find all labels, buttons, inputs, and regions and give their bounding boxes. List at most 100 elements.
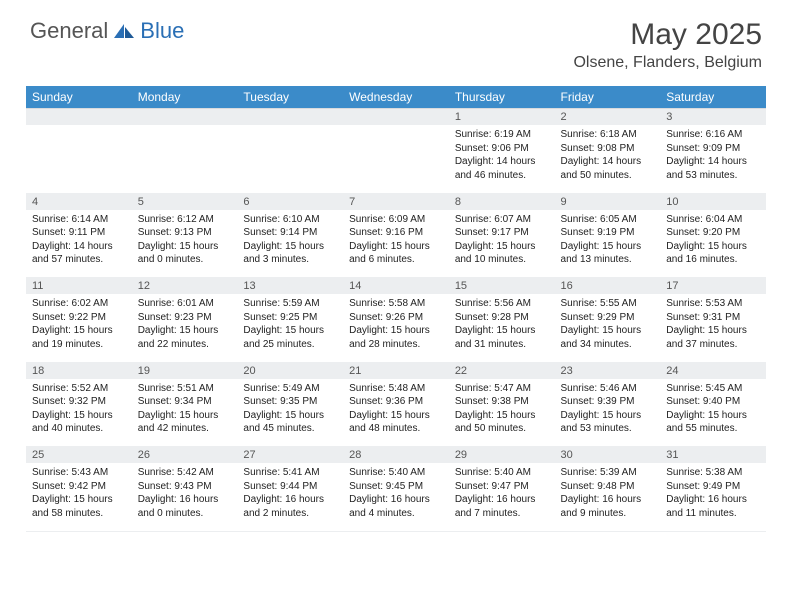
day-info-cell: Sunrise: 6:19 AMSunset: 9:06 PMDaylight:… bbox=[449, 125, 555, 193]
sunrise-line: Sunrise: 5:40 AM bbox=[349, 466, 443, 480]
sunset-line: Sunset: 9:49 PM bbox=[666, 480, 760, 494]
daylight-line: Daylight: 15 hours and 22 minutes. bbox=[138, 324, 232, 351]
sunrise-line: Sunrise: 6:07 AM bbox=[455, 213, 549, 227]
day-info-cell: Sunrise: 5:56 AMSunset: 9:28 PMDaylight:… bbox=[449, 294, 555, 362]
day-number-cell: 18 bbox=[26, 362, 132, 379]
sunrise-line: Sunrise: 5:45 AM bbox=[666, 382, 760, 396]
daylight-line: Daylight: 15 hours and 53 minutes. bbox=[561, 409, 655, 436]
header: General Blue May 2025 Olsene, Flanders, … bbox=[0, 0, 792, 78]
sunrise-line: Sunrise: 5:46 AM bbox=[561, 382, 655, 396]
sunset-line: Sunset: 9:40 PM bbox=[666, 395, 760, 409]
day-info-cell: Sunrise: 6:14 AMSunset: 9:11 PMDaylight:… bbox=[26, 210, 132, 278]
day-number-cell: 10 bbox=[660, 193, 766, 210]
day-number-row: 45678910 bbox=[26, 193, 766, 210]
day-number-cell bbox=[237, 109, 343, 126]
day-number-cell: 11 bbox=[26, 278, 132, 295]
day-number-cell: 19 bbox=[132, 362, 238, 379]
daylight-line: Daylight: 16 hours and 11 minutes. bbox=[666, 493, 760, 520]
sunrise-line: Sunrise: 5:49 AM bbox=[243, 382, 337, 396]
sunset-line: Sunset: 9:29 PM bbox=[561, 311, 655, 325]
sunrise-line: Sunrise: 5:42 AM bbox=[138, 466, 232, 480]
sunset-line: Sunset: 9:43 PM bbox=[138, 480, 232, 494]
day-info-cell: Sunrise: 5:59 AMSunset: 9:25 PMDaylight:… bbox=[237, 294, 343, 362]
daylight-line: Daylight: 15 hours and 37 minutes. bbox=[666, 324, 760, 351]
day-number-cell bbox=[26, 109, 132, 126]
day-number-cell: 29 bbox=[449, 447, 555, 464]
day-number-cell: 4 bbox=[26, 193, 132, 210]
day-info-cell: Sunrise: 6:02 AMSunset: 9:22 PMDaylight:… bbox=[26, 294, 132, 362]
day-info-cell: Sunrise: 5:40 AMSunset: 9:47 PMDaylight:… bbox=[449, 463, 555, 531]
daylight-line: Daylight: 14 hours and 50 minutes. bbox=[561, 155, 655, 182]
day-info-cell: Sunrise: 5:58 AMSunset: 9:26 PMDaylight:… bbox=[343, 294, 449, 362]
sunset-line: Sunset: 9:44 PM bbox=[243, 480, 337, 494]
day-number-cell: 1 bbox=[449, 109, 555, 126]
day-info-cell: Sunrise: 6:04 AMSunset: 9:20 PMDaylight:… bbox=[660, 210, 766, 278]
day-info-cell: Sunrise: 6:18 AMSunset: 9:08 PMDaylight:… bbox=[555, 125, 661, 193]
sunset-line: Sunset: 9:13 PM bbox=[138, 226, 232, 240]
day-info-row: Sunrise: 5:43 AMSunset: 9:42 PMDaylight:… bbox=[26, 463, 766, 531]
calendar-table: SundayMondayTuesdayWednesdayThursdayFrid… bbox=[26, 86, 766, 532]
day-info-cell: Sunrise: 5:38 AMSunset: 9:49 PMDaylight:… bbox=[660, 463, 766, 531]
sunrise-line: Sunrise: 5:53 AM bbox=[666, 297, 760, 311]
sunset-line: Sunset: 9:23 PM bbox=[138, 311, 232, 325]
day-number-cell: 3 bbox=[660, 109, 766, 126]
daylight-line: Daylight: 16 hours and 4 minutes. bbox=[349, 493, 443, 520]
sunset-line: Sunset: 9:09 PM bbox=[666, 142, 760, 156]
day-number-row: 123 bbox=[26, 109, 766, 126]
day-info-cell: Sunrise: 6:05 AMSunset: 9:19 PMDaylight:… bbox=[555, 210, 661, 278]
daylight-line: Daylight: 15 hours and 13 minutes. bbox=[561, 240, 655, 267]
sunset-line: Sunset: 9:31 PM bbox=[666, 311, 760, 325]
day-number-cell: 12 bbox=[132, 278, 238, 295]
day-info-cell: Sunrise: 6:10 AMSunset: 9:14 PMDaylight:… bbox=[237, 210, 343, 278]
day-number-cell: 15 bbox=[449, 278, 555, 295]
daylight-line: Daylight: 15 hours and 40 minutes. bbox=[32, 409, 126, 436]
logo-text-general: General bbox=[30, 18, 108, 44]
weekday-header: Tuesday bbox=[237, 86, 343, 109]
sunrise-line: Sunrise: 6:09 AM bbox=[349, 213, 443, 227]
sunrise-line: Sunrise: 5:51 AM bbox=[138, 382, 232, 396]
sunset-line: Sunset: 9:22 PM bbox=[32, 311, 126, 325]
day-info-cell: Sunrise: 5:42 AMSunset: 9:43 PMDaylight:… bbox=[132, 463, 238, 531]
daylight-line: Daylight: 15 hours and 48 minutes. bbox=[349, 409, 443, 436]
sunset-line: Sunset: 9:32 PM bbox=[32, 395, 126, 409]
day-number-cell: 13 bbox=[237, 278, 343, 295]
sunset-line: Sunset: 9:06 PM bbox=[455, 142, 549, 156]
daylight-line: Daylight: 15 hours and 55 minutes. bbox=[666, 409, 760, 436]
day-number-cell: 27 bbox=[237, 447, 343, 464]
sunset-line: Sunset: 9:28 PM bbox=[455, 311, 549, 325]
sunrise-line: Sunrise: 6:16 AM bbox=[666, 128, 760, 142]
day-number-cell: 31 bbox=[660, 447, 766, 464]
daylight-line: Daylight: 15 hours and 34 minutes. bbox=[561, 324, 655, 351]
day-info-cell bbox=[343, 125, 449, 193]
day-number-cell: 22 bbox=[449, 362, 555, 379]
day-number-row: 25262728293031 bbox=[26, 447, 766, 464]
daylight-line: Daylight: 14 hours and 53 minutes. bbox=[666, 155, 760, 182]
day-info-cell: Sunrise: 6:16 AMSunset: 9:09 PMDaylight:… bbox=[660, 125, 766, 193]
day-info-row: Sunrise: 6:02 AMSunset: 9:22 PMDaylight:… bbox=[26, 294, 766, 362]
day-number-cell: 28 bbox=[343, 447, 449, 464]
sunrise-line: Sunrise: 5:38 AM bbox=[666, 466, 760, 480]
day-info-cell: Sunrise: 5:55 AMSunset: 9:29 PMDaylight:… bbox=[555, 294, 661, 362]
sunrise-line: Sunrise: 6:02 AM bbox=[32, 297, 126, 311]
day-number-cell: 17 bbox=[660, 278, 766, 295]
day-number-cell: 21 bbox=[343, 362, 449, 379]
daylight-line: Daylight: 15 hours and 28 minutes. bbox=[349, 324, 443, 351]
daylight-line: Daylight: 15 hours and 16 minutes. bbox=[666, 240, 760, 267]
day-number-cell: 6 bbox=[237, 193, 343, 210]
day-info-row: Sunrise: 6:19 AMSunset: 9:06 PMDaylight:… bbox=[26, 125, 766, 193]
daylight-line: Daylight: 15 hours and 45 minutes. bbox=[243, 409, 337, 436]
day-number-cell: 7 bbox=[343, 193, 449, 210]
day-info-cell: Sunrise: 6:01 AMSunset: 9:23 PMDaylight:… bbox=[132, 294, 238, 362]
day-info-cell: Sunrise: 6:07 AMSunset: 9:17 PMDaylight:… bbox=[449, 210, 555, 278]
weekday-header: Monday bbox=[132, 86, 238, 109]
sunrise-line: Sunrise: 5:59 AM bbox=[243, 297, 337, 311]
sunrise-line: Sunrise: 6:10 AM bbox=[243, 213, 337, 227]
daylight-line: Daylight: 16 hours and 2 minutes. bbox=[243, 493, 337, 520]
sunrise-line: Sunrise: 5:40 AM bbox=[455, 466, 549, 480]
sunrise-line: Sunrise: 6:18 AM bbox=[561, 128, 655, 142]
daylight-line: Daylight: 15 hours and 19 minutes. bbox=[32, 324, 126, 351]
day-info-cell: Sunrise: 6:12 AMSunset: 9:13 PMDaylight:… bbox=[132, 210, 238, 278]
day-info-cell: Sunrise: 5:48 AMSunset: 9:36 PMDaylight:… bbox=[343, 379, 449, 447]
day-info-cell: Sunrise: 5:43 AMSunset: 9:42 PMDaylight:… bbox=[26, 463, 132, 531]
day-info-cell: Sunrise: 5:40 AMSunset: 9:45 PMDaylight:… bbox=[343, 463, 449, 531]
